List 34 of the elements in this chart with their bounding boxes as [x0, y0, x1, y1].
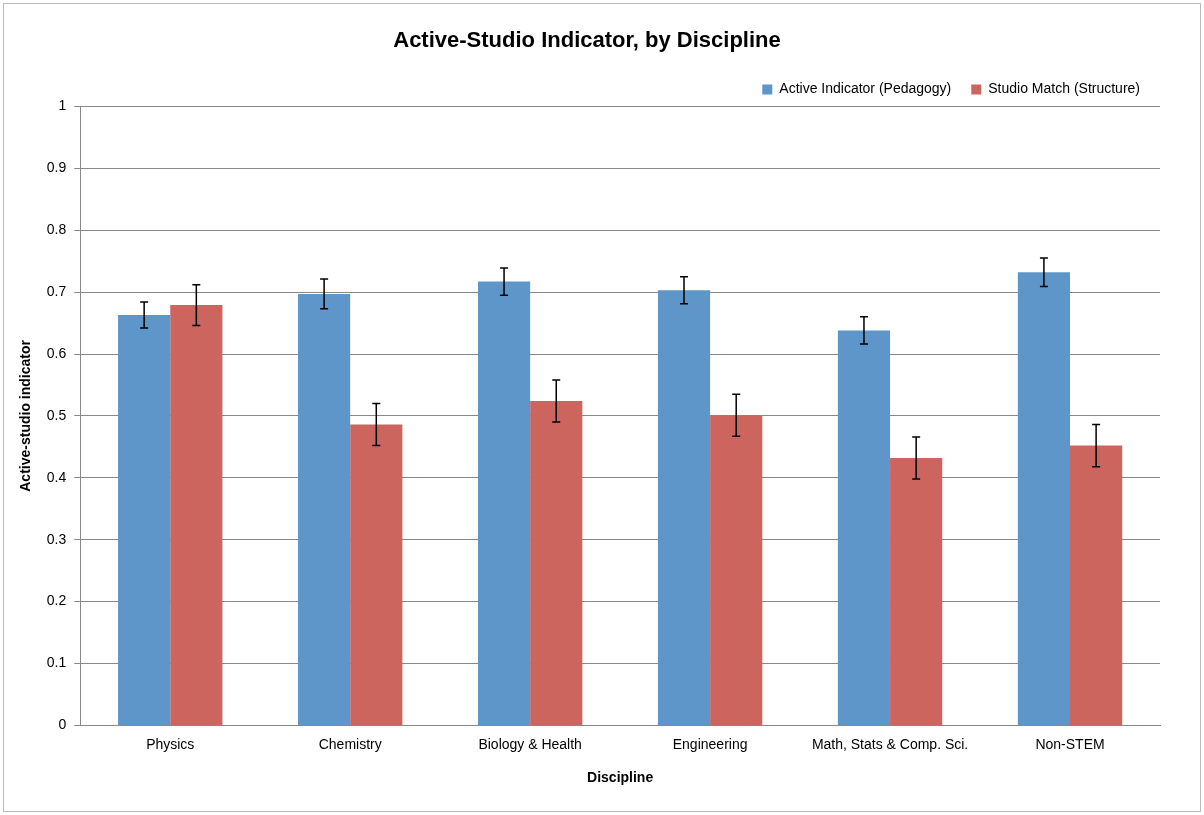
y-tick-label: 0.5 [46, 406, 67, 423]
x-tick-label: Biology & Health [478, 735, 582, 752]
bar [530, 401, 583, 725]
bar [118, 315, 171, 725]
y-tick-label: 0.3 [46, 530, 67, 547]
legend-label: Active Indicator (Pedagogy) [779, 80, 952, 97]
x-axis-title: Discipline [587, 769, 654, 786]
y-tick-label: 1 [58, 97, 67, 114]
y-axis-title: Active-studio indicator [17, 339, 34, 492]
y-tick-label: 0.1 [46, 654, 67, 671]
bar [710, 415, 763, 725]
y-tick-label: 0.8 [46, 221, 67, 238]
y-tick-label: 0.9 [46, 159, 67, 176]
x-tick-label: Engineering [672, 735, 748, 752]
y-tick-label: 0.6 [46, 344, 67, 361]
x-tick-label: Math, Stats & Comp. Sci. [811, 735, 969, 752]
bar [1017, 272, 1071, 725]
y-tick-label: 0 [58, 716, 67, 733]
bar [890, 457, 943, 725]
y-tick-label: 0.4 [46, 468, 67, 485]
bar [350, 424, 403, 725]
x-tick-label: Physics [146, 735, 195, 752]
chart-title: Active-Studio Indicator, by Discipline [393, 27, 781, 53]
bar [1070, 445, 1123, 725]
bar [657, 290, 711, 725]
x-tick-label: Chemistry [318, 735, 382, 752]
bar [170, 305, 223, 725]
bar [477, 281, 531, 725]
bar [837, 330, 891, 725]
bar [298, 293, 351, 725]
x-tick-label: Non-STEM [1035, 735, 1105, 752]
y-tick-label: 0.2 [46, 592, 67, 609]
legend-label: Studio Match (Structure) [988, 80, 1141, 97]
y-tick-label: 0.7 [46, 282, 67, 299]
